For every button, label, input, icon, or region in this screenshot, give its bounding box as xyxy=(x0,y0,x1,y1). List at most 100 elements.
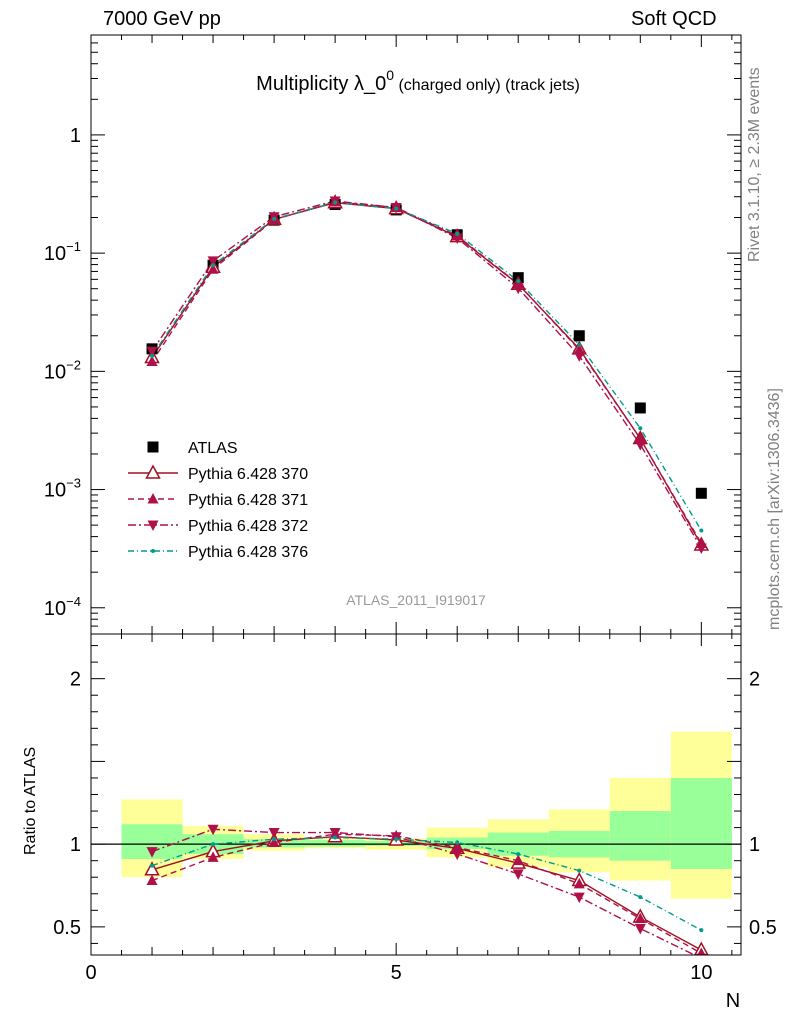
ratio-point xyxy=(699,928,704,933)
ratio-panel: 0.5 0.5 1 1 2 2 xyxy=(53,633,777,956)
y-tick-exp: −1 xyxy=(66,239,81,254)
ratio-point xyxy=(512,869,524,880)
data-point xyxy=(333,200,338,205)
y-tick-exp: −2 xyxy=(66,357,81,372)
data-point xyxy=(634,440,646,451)
data-point xyxy=(146,355,158,367)
ratio-point xyxy=(146,847,158,858)
y-tick-base: 10 xyxy=(44,243,66,265)
data-point xyxy=(516,279,521,284)
y-tick-label: 10−1 xyxy=(44,239,81,265)
legend-label: Pythia 6.428 376 xyxy=(188,544,308,561)
data-point xyxy=(207,263,219,274)
ratio-point xyxy=(697,947,706,955)
ratio-series-group xyxy=(144,824,709,955)
x-axis-label: N xyxy=(726,990,740,1012)
ratio-y-tick-label: 2 xyxy=(70,669,81,691)
header-left: 7000 GeV pp xyxy=(103,8,221,30)
y-tick-exp: −3 xyxy=(66,476,81,491)
ratio-y-tick-label: 1 xyxy=(70,834,81,856)
ratio-y-tick-label: 0.5 xyxy=(53,917,81,939)
y-tick-base: 10 xyxy=(44,361,66,383)
ratio-point xyxy=(512,854,524,866)
y-tick-label: 10−2 xyxy=(44,357,81,383)
legend-marker xyxy=(147,520,159,531)
legend-marker xyxy=(147,441,159,453)
data-point xyxy=(150,353,155,358)
chart-title: Multiplicity λ_00 (charged only) (track … xyxy=(256,67,580,95)
main-series-group xyxy=(144,194,710,555)
y-tick-label: 1 xyxy=(70,125,81,147)
chart-title-main: Multiplicity λ_0 xyxy=(256,73,386,95)
legend-marker xyxy=(145,464,161,479)
legend-label: ATLAS xyxy=(188,440,238,457)
data-point xyxy=(634,402,646,414)
ratio-line xyxy=(151,836,702,931)
ratio-point xyxy=(455,840,460,845)
ratio-point xyxy=(150,863,155,868)
ratio-point xyxy=(268,828,280,839)
series-line xyxy=(151,200,702,549)
legend-label: Pythia 6.428 372 xyxy=(188,518,308,535)
data-point xyxy=(695,543,707,555)
ratio-y-tick-label-right: 2 xyxy=(749,669,760,691)
x-tick-label: 5 xyxy=(391,962,402,984)
legend-label: Pythia 6.428 371 xyxy=(188,492,308,509)
ratio-point xyxy=(207,851,219,862)
y-tick-label: 10−4 xyxy=(44,594,81,620)
ratio-point xyxy=(146,874,158,886)
data-point xyxy=(699,528,704,533)
data-point xyxy=(695,487,707,499)
data-point xyxy=(577,342,582,347)
ratio-point xyxy=(268,836,280,847)
legend: ATLAS Pythia 6.428 370 Pythia 6.428 371 Pyt… xyxy=(128,440,308,561)
chart-title-small: (charged only) (track jets) xyxy=(394,77,580,94)
data-point xyxy=(573,351,585,362)
ratio-point xyxy=(577,868,582,873)
legend-marker xyxy=(151,549,155,553)
data-point xyxy=(512,283,524,295)
data-point xyxy=(146,346,158,358)
ratio-y-tick-label-right: 0.5 xyxy=(749,917,777,939)
ratio-point xyxy=(207,824,219,836)
ratio-point xyxy=(333,835,338,840)
data-point xyxy=(272,216,277,221)
ratio-point xyxy=(634,912,646,924)
header-right: Soft QCD xyxy=(631,8,717,30)
data-point xyxy=(451,233,463,245)
y-tick-base: 1 xyxy=(70,125,81,147)
data-point xyxy=(638,426,643,431)
series-line xyxy=(151,201,702,531)
ratio-band-inner xyxy=(609,811,671,861)
y-tick-base: 10 xyxy=(44,598,66,620)
ratio-point xyxy=(451,849,463,861)
ratio-line xyxy=(151,835,702,951)
ratio-point xyxy=(516,852,521,857)
ratio-point xyxy=(272,837,277,842)
data-point xyxy=(573,330,585,342)
ratio-point xyxy=(211,842,216,847)
ratio-y-tick-label-right: 1 xyxy=(749,834,760,856)
ratio-line xyxy=(151,828,697,955)
data-point xyxy=(394,206,399,211)
y-tick-label: 10−3 xyxy=(44,476,81,502)
y-tick-base: 10 xyxy=(44,480,66,502)
ratio-band-inner xyxy=(304,840,366,847)
series-line xyxy=(151,201,702,544)
analysis-tag: ATLAS_2011_I919017 xyxy=(346,592,486,608)
ratio-point xyxy=(638,895,643,900)
ratio-point xyxy=(573,892,585,904)
ratio-line xyxy=(151,833,702,954)
data-point xyxy=(211,263,216,268)
x-tick-label: 0 xyxy=(85,962,96,984)
y-tick-exp: −4 xyxy=(66,594,81,609)
ratio-point xyxy=(634,924,646,935)
x-tick-label: 10 xyxy=(690,962,712,984)
data-point xyxy=(455,231,460,236)
ratio-point xyxy=(394,837,399,842)
ratio-point xyxy=(451,841,463,852)
ratio-point xyxy=(573,877,585,889)
legend-marker xyxy=(147,493,159,504)
